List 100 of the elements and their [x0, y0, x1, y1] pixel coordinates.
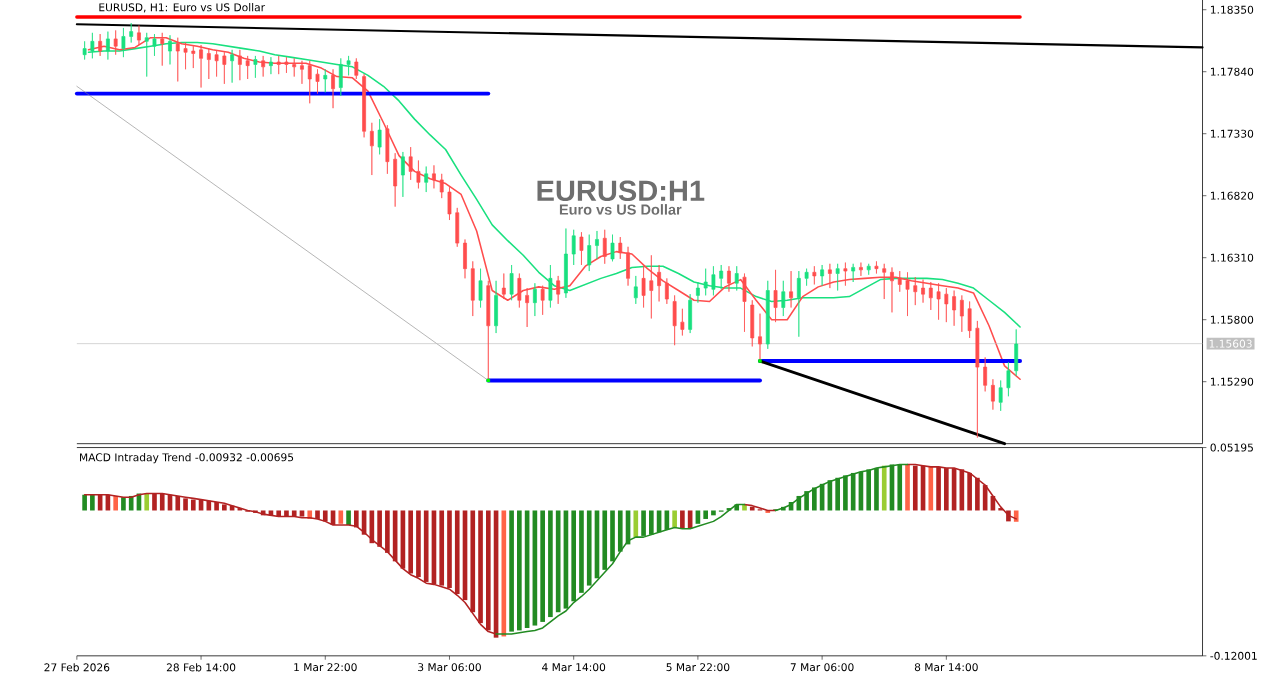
candlestick: [183, 42, 188, 70]
candlestick: [447, 186, 452, 221]
candlestick: [525, 287, 530, 328]
candlestick: [548, 264, 553, 308]
y-tick-label: 1.17840: [1210, 67, 1254, 76]
candlestick: [315, 68, 320, 94]
candlestick: [952, 290, 956, 326]
bar: [610, 510, 615, 562]
candlestick: [866, 263, 871, 275]
bar: [447, 510, 452, 588]
candlestick: [269, 56, 273, 75]
bar: [222, 504, 227, 511]
candlestick: [408, 146, 413, 181]
candlestick: [734, 265, 739, 291]
bar: [579, 510, 584, 593]
bar: [144, 493, 150, 511]
bar: [571, 510, 577, 602]
x-tick-label: 7 Mar 06:00: [790, 663, 854, 672]
candlestick: [323, 68, 328, 93]
candlestick: [362, 73, 366, 138]
candlestick: [377, 118, 382, 155]
candlestick: [470, 260, 475, 317]
candlestick: [206, 48, 211, 80]
candlestick: [897, 270, 902, 292]
candlestick: [1006, 361, 1011, 397]
bar: [159, 493, 165, 511]
candlestick: [680, 308, 685, 336]
candlestick: [331, 68, 335, 109]
bar: [423, 510, 429, 582]
text: EURUSD:H1: [537, 180, 705, 201]
y-tick-label: 1.15290: [1210, 377, 1254, 386]
candlestick: [789, 270, 793, 308]
candlestick: [835, 263, 840, 291]
bar: [485, 510, 491, 631]
candlestick: [921, 279, 925, 303]
bar: [602, 510, 608, 570]
candlestick: [998, 380, 1003, 412]
candlestick: [610, 234, 615, 262]
candlestick: [276, 55, 281, 75]
bar: [967, 472, 972, 511]
bar: [936, 466, 941, 511]
x-tick-label: 3 Mar 06:00: [418, 663, 481, 672]
bar: [633, 510, 639, 538]
candlestick: [843, 262, 848, 286]
candlestick: [890, 266, 894, 313]
bar: [843, 475, 848, 511]
chart-title: MACD Intraday Trend -0.00932 -0.00695: [80, 452, 294, 464]
bar: [183, 498, 188, 511]
candlestick: [478, 268, 483, 308]
y-tick-label: 1.16820: [1210, 191, 1254, 200]
bar: [214, 501, 219, 511]
y-tick-label: 1.15800: [1210, 315, 1254, 324]
candlestick: [494, 280, 498, 334]
candlestick: [253, 55, 258, 79]
y-tick-label: -0.12001: [1210, 651, 1257, 660]
candlestick: [641, 265, 646, 308]
x-tick-label: 28 Feb 14:00: [166, 663, 236, 672]
candlestick: [245, 55, 250, 80]
candlestick: [401, 151, 405, 198]
candlestick: [354, 57, 359, 80]
candlestick: [649, 254, 654, 319]
candlestick: [346, 55, 351, 76]
candlestick: [936, 282, 941, 320]
candlestick: [711, 265, 716, 296]
bar: [680, 510, 685, 529]
bar: [641, 510, 646, 536]
x-tick-label: 5 Mar 22:00: [666, 663, 730, 672]
candlestick: [385, 124, 390, 175]
candlestick: [556, 275, 561, 305]
candlestick: [284, 56, 289, 74]
bar: [905, 464, 910, 511]
bar: [408, 510, 413, 574]
bar: [672, 510, 677, 528]
bar: [835, 477, 840, 511]
bar: [649, 510, 654, 535]
candlestick: [696, 281, 700, 303]
candlestick: [517, 273, 522, 308]
bar: [470, 510, 476, 613]
bar: [944, 467, 949, 511]
ref-line-label: 1.15603: [1209, 339, 1252, 348]
bar: [874, 467, 879, 511]
candlestick: [750, 299, 755, 347]
bar: [385, 510, 390, 553]
candlestick: [595, 230, 599, 260]
bar: [711, 510, 716, 516]
bar: [284, 510, 289, 517]
candlestick: [338, 57, 343, 97]
bar: [975, 477, 980, 511]
y-tick-label: 1.18350: [1210, 5, 1254, 14]
bar: [175, 495, 181, 511]
candlestick: [928, 281, 933, 311]
text: Euro vs US Dollar: [559, 203, 682, 215]
candlestick: [633, 275, 638, 305]
bar: [812, 487, 817, 511]
candlestick: [199, 44, 203, 88]
candlestick: [564, 228, 568, 299]
bar: [586, 510, 592, 586]
bar: [338, 510, 344, 524]
candlestick: [292, 57, 297, 77]
candlestick: [944, 287, 949, 323]
